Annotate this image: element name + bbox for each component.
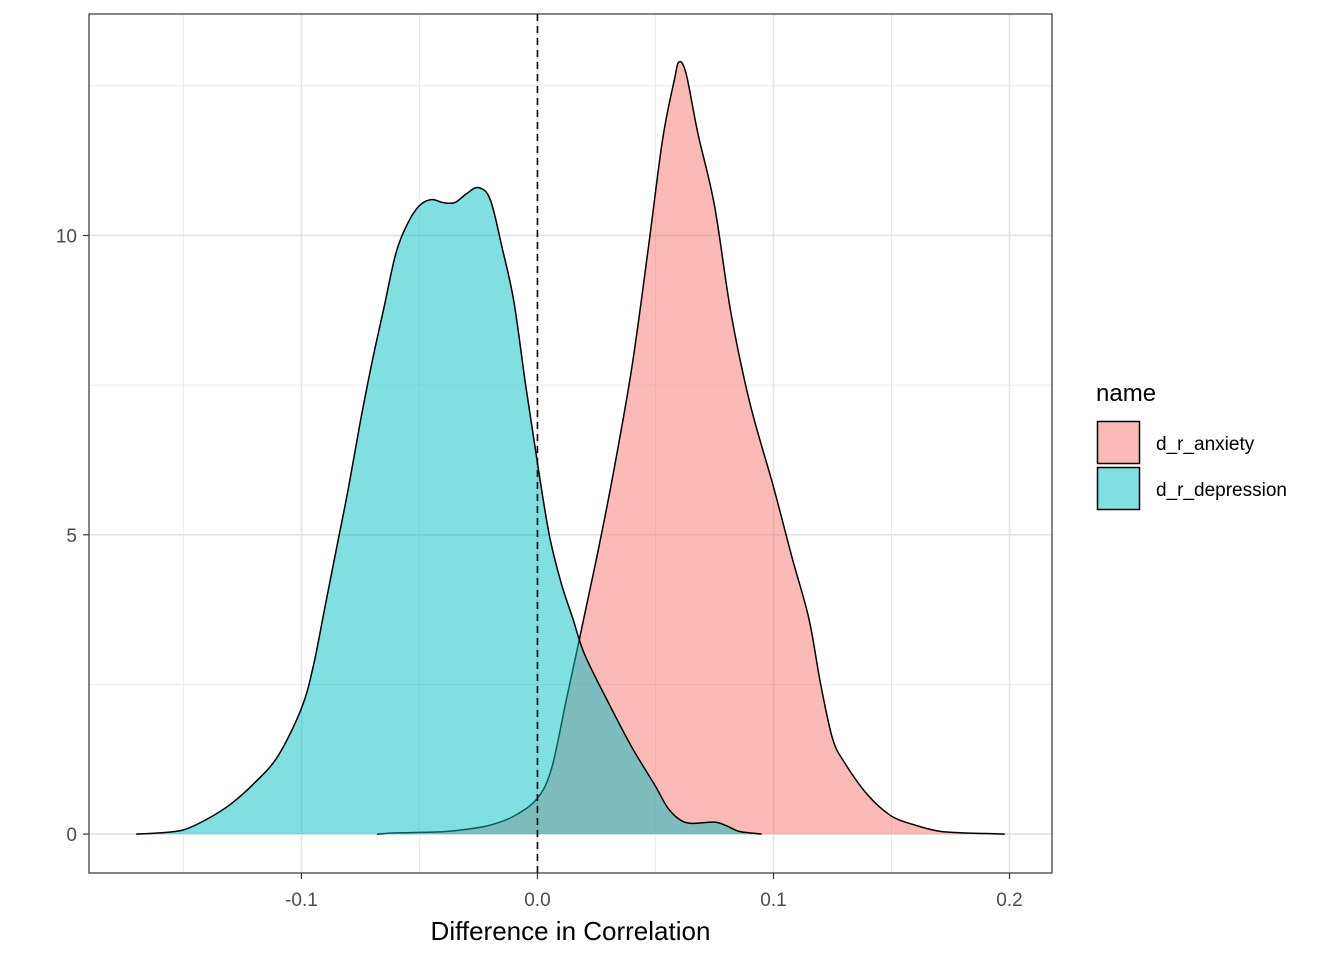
panel-border — [88, 13, 1053, 874]
y-tick-label: 5 — [66, 526, 77, 547]
density-area-d-r-anxiety — [376, 61, 1005, 835]
x-tick-label: 0.0 — [524, 890, 550, 911]
legend-label-d-r-depression: d_r_depression — [1156, 480, 1287, 501]
x-axis-title: Difference in Correlation — [431, 916, 711, 946]
density-area-d-r-depression — [136, 187, 762, 835]
y-axis: 0 5 10 — [56, 226, 89, 846]
x-tick-label: 0.2 — [996, 890, 1022, 911]
x-tick-label: -0.1 — [285, 890, 318, 911]
legend-swatch-d-r-depression — [1096, 466, 1141, 511]
y-tick-label: 0 — [66, 825, 77, 846]
density-outline-d-r-depression — [136, 186, 762, 835]
legend-title: name — [1096, 380, 1156, 407]
legend: name d_r_anxiety d_r_depression — [1096, 380, 1287, 511]
y-tick-label: 10 — [56, 226, 77, 247]
x-tick-label: 0.1 — [760, 890, 786, 911]
legend-swatch-d-r-anxiety — [1096, 420, 1141, 465]
x-axis: -0.1 0.0 0.1 0.2 — [285, 873, 1023, 911]
legend-label-d-r-anxiety: d_r_anxiety — [1156, 434, 1255, 455]
